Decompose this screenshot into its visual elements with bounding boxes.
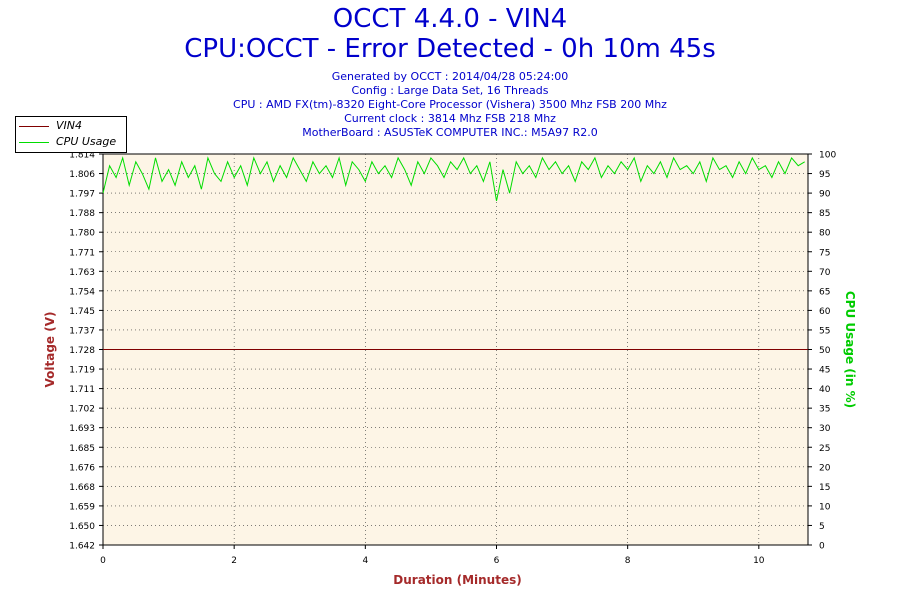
y-right-axis-label: CPU Usage (in %): [843, 291, 857, 408]
y-right-tick-label: 10: [819, 502, 831, 512]
y-left-tick-label: 1.676: [69, 463, 95, 473]
info-config: Config : Large Data Set, 16 Threads: [351, 84, 549, 97]
y-right-tick-label: 35: [819, 405, 830, 415]
legend-swatch-cpu-usage: [19, 142, 49, 143]
legend: VIN4 CPU Usage: [15, 116, 127, 153]
y-right-tick-label: 30: [819, 424, 831, 434]
x-axis-label: Duration (Minutes): [393, 573, 521, 587]
y-left-tick-label: 1.719: [69, 366, 95, 376]
y-right-tick-label: 85: [819, 209, 830, 219]
x-tick-label: 6: [494, 556, 500, 566]
y-left-tick-label: 1.650: [69, 522, 95, 532]
y-right-tick-label: 60: [819, 307, 831, 317]
legend-swatch-vin4: [19, 126, 49, 127]
y-right-tick-label: 20: [819, 463, 831, 473]
y-left-tick-label: 1.728: [69, 346, 95, 356]
info-motherboard: MotherBoard : ASUSTeK COMPUTER INC.: M5A…: [302, 126, 598, 139]
info-cpu: CPU : AMD FX(tm)-8320 Eight-Core Process…: [233, 98, 667, 111]
legend-label-vin4: VIN4: [56, 119, 82, 132]
y-right-tick-label: 55: [819, 326, 830, 336]
x-tick-label: 2: [231, 556, 237, 566]
legend-label-cpu-usage: CPU Usage: [56, 135, 117, 148]
y-right-tick-label: 75: [819, 248, 830, 258]
chart-subtitle: CPU:OCCT - Error Detected - 0h 10m 45s: [184, 34, 716, 64]
x-tick-label: 10: [753, 556, 765, 566]
y-left-tick-label: 1.693: [69, 424, 95, 434]
y-left-tick-label: 1.702: [69, 405, 95, 415]
y-left-tick-label: 1.754: [69, 287, 95, 297]
x-tick-label: 4: [362, 556, 368, 566]
y-left-tick-label: 1.668: [69, 483, 95, 493]
y-left-tick-label: 1.737: [69, 326, 95, 336]
x-tick-label: 8: [625, 556, 631, 566]
y-right-tick-label: 90: [819, 190, 831, 200]
y-right-tick-label: 95: [819, 170, 830, 180]
legend-item-cpu-usage: CPU Usage: [16, 134, 126, 150]
series-line-cpu-usage: [102, 156, 805, 202]
y-left-tick-label: 1.771: [69, 248, 95, 258]
legend-item-vin4: VIN4: [16, 118, 126, 134]
y-right-tick-label: 70: [819, 268, 831, 278]
y-left-tick-label: 1.685: [69, 444, 95, 454]
y-left-tick-label: 1.711: [69, 385, 95, 395]
y-left-tick-label: 1.763: [69, 268, 95, 278]
y-right-tick-label: 0: [819, 542, 825, 552]
y-right-tick-label: 100: [819, 151, 836, 161]
y-left-tick-label: 1.659: [69, 502, 95, 512]
y-right-tick-label: 25: [819, 444, 830, 454]
y-left-tick-label: 1.745: [69, 307, 95, 317]
y-right-tick-label: 45: [819, 366, 830, 376]
y-left-tick-label: 1.806: [69, 170, 95, 180]
x-tick-label: 0: [100, 556, 106, 566]
y-left-tick-label: 1.788: [69, 209, 95, 219]
y-right-tick-label: 65: [819, 287, 830, 297]
y-left-axis-label: Voltage (V): [43, 312, 57, 388]
y-right-tick-label: 5: [819, 522, 825, 532]
y-right-tick-label: 15: [819, 483, 830, 493]
y-right-tick-label: 50: [819, 346, 831, 356]
y-left-tick-label: 1.642: [69, 542, 95, 552]
info-generated: Generated by OCCT : 2014/04/28 05:24:00: [331, 70, 569, 83]
y-left-tick-label: 1.780: [69, 229, 95, 239]
y-right-tick-label: 40: [819, 385, 831, 395]
info-clock: Current clock : 3814 Mhz FSB 218 Mhz: [344, 112, 556, 125]
y-left-tick-label: 1.797: [69, 190, 95, 200]
y-right-tick-label: 80: [819, 229, 831, 239]
chart-title: OCCT 4.4.0 - VIN4: [332, 4, 568, 34]
y-left-tick-label: 1.814: [69, 151, 95, 161]
